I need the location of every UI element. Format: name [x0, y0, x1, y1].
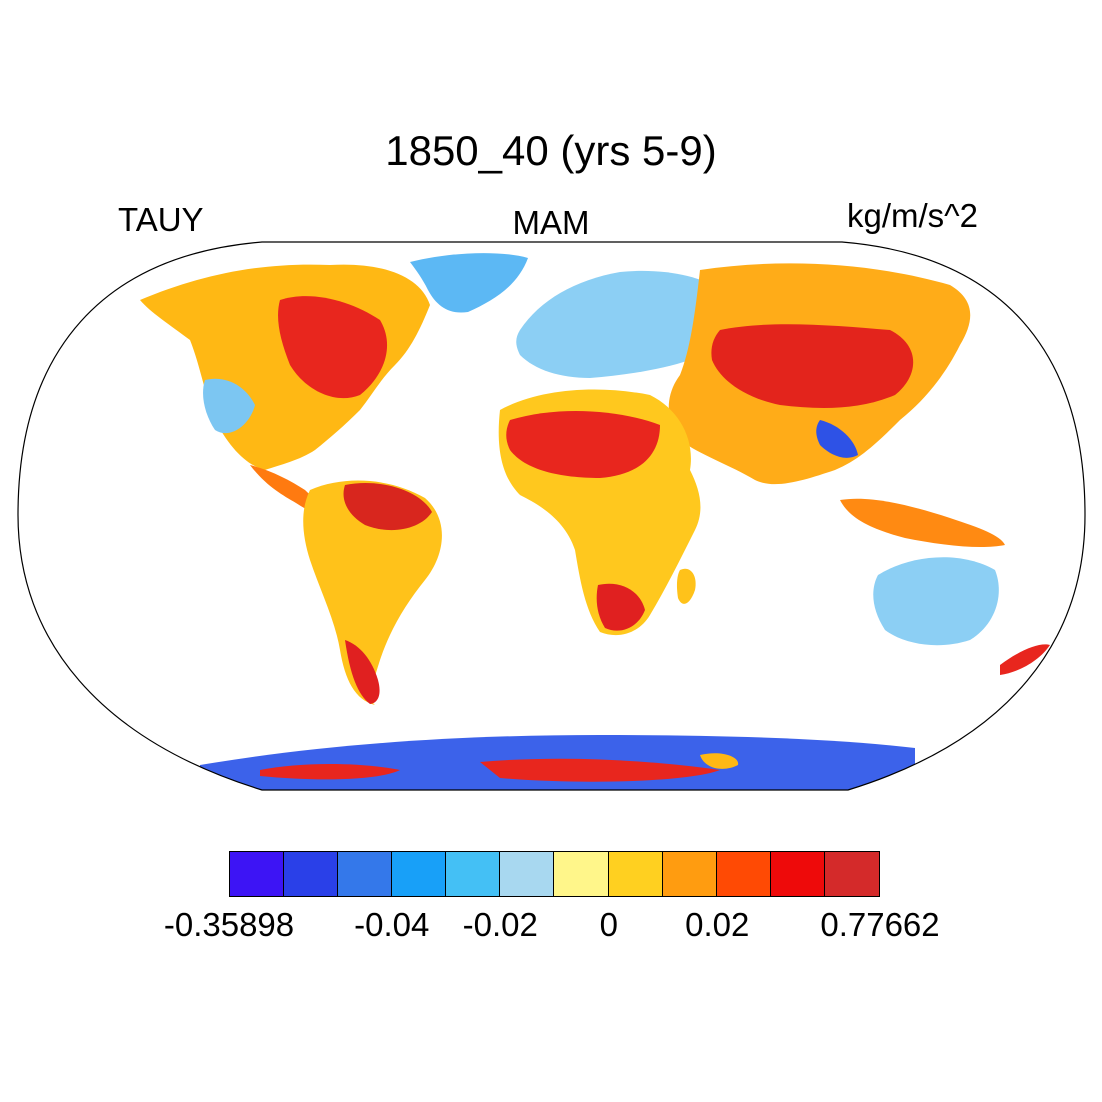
antarctica-red-west — [260, 764, 400, 780]
colorbar-box-2 — [338, 852, 393, 896]
north-america-land — [140, 264, 430, 470]
colorbar-box-1 — [284, 852, 339, 896]
new-zealand-land — [1000, 644, 1050, 675]
africa-red — [506, 410, 660, 478]
north-america-red — [278, 296, 388, 399]
africa-south-red — [596, 583, 645, 631]
colorbar-tick-label: 0 — [599, 906, 618, 943]
map-outline — [17, 241, 1086, 791]
colorbar-box-9 — [716, 852, 771, 896]
variable-label: TAUY — [118, 201, 204, 238]
antarctica-red-east — [480, 758, 720, 782]
north-america-blue — [203, 378, 255, 434]
colorbar-box-7 — [608, 852, 663, 896]
colorbar-tick-label: 0.02 — [685, 906, 750, 943]
colorbar-box-3 — [392, 852, 447, 896]
asia-red — [711, 324, 914, 408]
colorbar-tick-label: -0.35898 — [163, 906, 295, 943]
antarctica-orange — [700, 753, 739, 769]
colorbar — [229, 851, 880, 897]
colorbar-tick-label: -0.02 — [462, 906, 538, 943]
south-america-land — [303, 480, 442, 705]
maritime-continent-land — [840, 498, 1005, 548]
colorbar-box-4 — [446, 852, 501, 896]
colorbar-box-8 — [662, 852, 717, 896]
colorbar-box-5 — [500, 852, 555, 896]
season-label: MAM — [512, 204, 590, 241]
south-america-red — [343, 483, 432, 531]
greenland-land — [410, 253, 528, 313]
colorbar-box-6 — [554, 852, 609, 896]
colorbar-tick-label: -0.04 — [354, 906, 430, 943]
asia-blue — [816, 420, 858, 458]
south-america-tip — [345, 640, 380, 704]
europe-land — [516, 270, 722, 378]
madagascar-land — [676, 568, 696, 604]
colorbar-tick-label: 0.77662 — [820, 906, 940, 943]
units-label: kg/m/s^2 — [847, 197, 979, 234]
colorbar-box-0 — [230, 852, 285, 896]
colorbar-box-11 — [824, 852, 879, 896]
colorbar-box-10 — [770, 852, 825, 896]
land-field — [140, 253, 1050, 790]
australia-land — [873, 557, 999, 646]
plot-title: 1850_40 (yrs 5-9) — [385, 127, 717, 174]
